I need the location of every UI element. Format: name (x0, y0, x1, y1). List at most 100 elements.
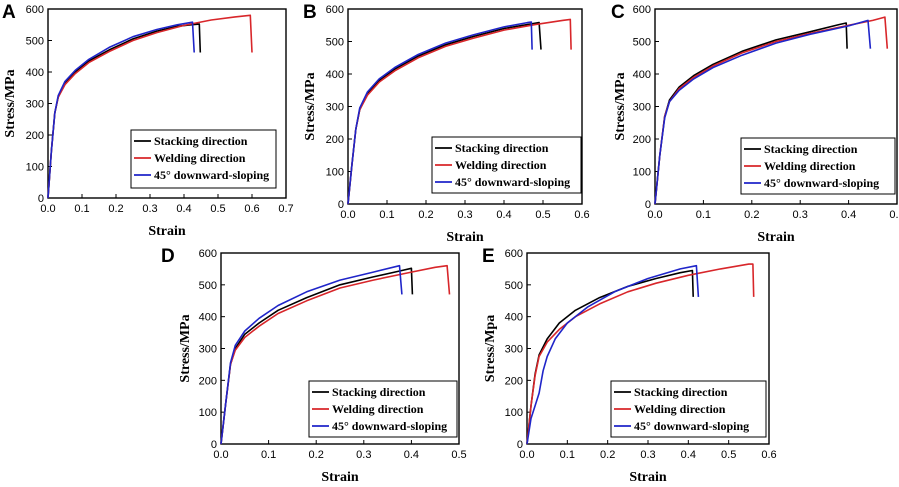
x-tick-label: 0.5 (210, 203, 225, 215)
x-tick-label: 0.6 (244, 203, 259, 215)
y-tick-label: 300 (199, 344, 217, 356)
series-line-sloping (220, 264, 403, 445)
x-tick-label: 0.6 (574, 209, 589, 221)
x-tick-label: 0.0 (519, 449, 534, 461)
legend-entry: 45° downward-sloping (634, 419, 749, 433)
panel-d: D 0.0 0.1 0.2 0.3 0.4 0.5 0 100 200 300 400 500 600 St… (161, 246, 467, 485)
x-tick-label: 0.1 (696, 209, 711, 221)
y-tick-label: 600 (633, 4, 651, 16)
panel-label: A (2, 2, 16, 23)
panel-c: C 0.0 0.1 0.2 0.3 0.4 0.5 0 100 200 300 400 500 600 St… (611, 2, 899, 245)
x-tick-label: 0.3 (356, 449, 371, 461)
y-tick-label: 600 (199, 248, 217, 260)
x-tick-label: 0.4 (681, 449, 696, 461)
panel-b: B 0.0 0.1 0.2 0.3 0.4 0.5 0.6 0 100 200 300 400 500 60… (303, 2, 590, 245)
y-tick-label: 100 (199, 407, 217, 419)
x-tick-label: 0.0 (647, 209, 662, 221)
x-axis-label: Strain (148, 224, 186, 239)
series-line-sloping (526, 264, 700, 445)
y-axis-label: Stress/MPa (303, 72, 318, 140)
panel-label: E (482, 246, 495, 267)
y-tick-label: 400 (326, 69, 344, 81)
panel-label: D (161, 246, 175, 267)
legend-entry: Stacking direction (154, 134, 248, 148)
y-tick-label: 100 (505, 407, 523, 419)
y-axis-label: Stress/MPa (3, 69, 18, 137)
x-tick-label: 0.3 (142, 203, 157, 215)
y-tick-label: 400 (505, 312, 523, 324)
legend: Stacking direction Welding direction 45° d… (431, 136, 582, 194)
legend-box (610, 380, 767, 438)
legend-entry: Welding direction (332, 402, 424, 416)
series-line-sloping (347, 21, 533, 205)
x-axis-label: Strain (629, 470, 667, 485)
x-tick-label: 0.5 (721, 449, 736, 461)
legend: Stacking direction Welding direction 45° d… (610, 380, 767, 438)
x-tick-label: 0.4 (176, 203, 191, 215)
x-tick-label: 0.5 (535, 209, 550, 221)
series-line-sloping (654, 19, 872, 205)
x-tick-label: 0.3 (640, 449, 655, 461)
y-tick-label: 200 (633, 134, 651, 146)
y-tick-label: 300 (26, 99, 44, 111)
y-tick-label: 400 (199, 312, 217, 324)
legend-box (308, 380, 458, 438)
y-tick-label: 600 (26, 4, 44, 16)
x-tick-label: 0.1 (379, 209, 394, 221)
y-tick-label: 500 (199, 280, 217, 292)
y-tick-label: 0 (38, 193, 44, 205)
legend-box (130, 129, 277, 189)
x-tick-label: 0.4 (496, 209, 511, 221)
x-tick-label: 0.0 (40, 203, 55, 215)
y-tick-label: 0 (517, 439, 523, 451)
y-axis-label: Stress/MPa (613, 72, 628, 140)
x-tick-label: 0.2 (744, 209, 759, 221)
legend-entry: Welding direction (764, 159, 856, 173)
panel-e: E 0.0 0.1 0.2 0.3 0.4 0.5 0.6 0 100 200 300 400 500 60… (482, 246, 777, 485)
legend: Stacking direction Welding direction 45° d… (740, 137, 896, 195)
x-tick-label: 0.1 (74, 203, 89, 215)
x-tick-label: 0.2 (418, 209, 433, 221)
x-axis-label: Strain (446, 230, 484, 245)
y-tick-label: 100 (633, 167, 651, 179)
y-tick-label: 0 (645, 199, 651, 211)
y-tick-label: 400 (26, 67, 44, 79)
x-tick-label: 0.7 (278, 203, 293, 215)
legend-entry: 45° downward-sloping (764, 176, 879, 190)
panel-a: A 0.0 0.1 0.2 0.3 0.4 0.5 0.6 0.7 0 100 200 300 400 50… (2, 2, 294, 239)
y-tick-label: 600 (505, 248, 523, 260)
x-tick-label: 0.0 (340, 209, 355, 221)
legend-entry: 45° downward-sloping (332, 419, 447, 433)
x-tick-label: 0.4 (841, 209, 856, 221)
x-tick-label: 0.5 (451, 449, 466, 461)
y-tick-label: 300 (633, 102, 651, 114)
y-tick-label: 500 (505, 280, 523, 292)
legend-entry: Stacking direction (455, 141, 549, 155)
y-tick-label: 200 (26, 130, 44, 142)
y-tick-label: 100 (26, 162, 44, 174)
legend: Stacking direction Welding direction 45° d… (130, 129, 277, 189)
legend-box (740, 137, 896, 195)
legend-entry: Stacking direction (764, 142, 858, 156)
x-tick-label: 0.1 (261, 449, 276, 461)
legend-entry: Stacking direction (332, 385, 426, 399)
y-tick-label: 400 (633, 69, 651, 81)
x-tick-label: 0.2 (309, 449, 324, 461)
x-tick-label: 0.5 (889, 209, 899, 221)
legend-entry: Welding direction (634, 402, 726, 416)
legend-entry: Stacking direction (634, 385, 728, 399)
legend-entry: Welding direction (154, 151, 246, 165)
y-tick-label: 200 (326, 134, 344, 146)
y-tick-label: 500 (633, 37, 651, 49)
y-axis-label: Stress/Mpa (483, 315, 498, 382)
series-line-welding (526, 263, 755, 445)
legend-entry: 45° downward-sloping (154, 168, 269, 182)
y-tick-label: 100 (326, 167, 344, 179)
x-tick-label: 0.0 (213, 449, 228, 461)
legend-entry: Welding direction (455, 158, 547, 172)
y-tick-label: 0 (338, 199, 344, 211)
y-tick-label: 200 (505, 375, 523, 387)
legend-entry: 45° downward-sloping (455, 175, 570, 189)
series-line-sloping (47, 21, 195, 199)
